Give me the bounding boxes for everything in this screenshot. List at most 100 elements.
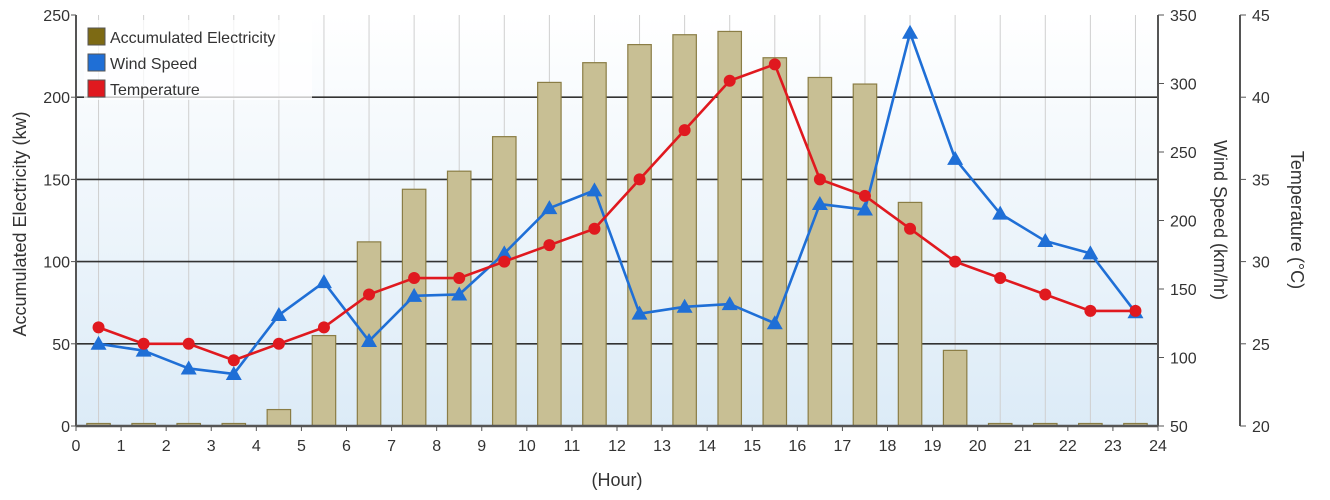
x-tick-label: 1 [117, 438, 126, 455]
bar-electricity[interactable] [852, 83, 878, 427]
bar-electricity[interactable] [491, 136, 517, 427]
electricity-tick-label: 0 [61, 419, 70, 436]
marker-wind[interactable] [180, 360, 197, 375]
line-temperature[interactable] [98, 63, 1136, 362]
marker-wind[interactable] [721, 296, 738, 311]
electricity-tick-label: 200 [43, 90, 70, 107]
marker-wind[interactable] [225, 365, 242, 380]
x-tick-label: 4 [252, 438, 261, 455]
x-tick-label: 17 [834, 438, 852, 455]
marker-temperature[interactable] [588, 222, 601, 235]
x-tick-label: 2 [162, 438, 171, 455]
marker-wind[interactable] [1082, 245, 1099, 260]
bar-electricity[interactable] [311, 334, 337, 427]
x-tick-label: 14 [698, 438, 716, 455]
bar-electricity[interactable] [942, 349, 968, 427]
legend-label-temperature: Temperature [110, 82, 200, 99]
bar-electricity[interactable] [762, 57, 788, 427]
marker-temperature[interactable] [272, 337, 285, 350]
marker-temperature[interactable] [723, 74, 736, 87]
marker-temperature[interactable] [949, 255, 962, 268]
marker-temperature[interactable] [858, 189, 871, 202]
marker-wind[interactable] [406, 287, 423, 302]
marker-temperature[interactable] [227, 354, 240, 367]
marker-temperature[interactable] [137, 337, 150, 350]
marker-temperature[interactable] [182, 337, 195, 350]
marker-wind[interactable] [992, 205, 1009, 220]
marker-wind[interactable] [1037, 233, 1054, 248]
legend-background [84, 20, 312, 100]
wind-tick-label: 100 [1170, 351, 1197, 368]
marker-wind[interactable] [90, 335, 107, 350]
marker-temperature[interactable] [633, 173, 646, 186]
bar-electricity[interactable] [672, 34, 697, 427]
marker-wind[interactable] [631, 305, 648, 320]
bar-electricity[interactable] [807, 76, 833, 427]
legend: Accumulated Electricity Wind Speed Tempe… [84, 20, 312, 100]
wind-tick-label: 350 [1170, 8, 1197, 25]
bar-electricity[interactable] [627, 43, 652, 427]
temperature-tick-label: 30 [1252, 255, 1270, 272]
x-tick-label: 15 [743, 438, 761, 455]
electricity-bars[interactable] [86, 30, 1148, 427]
marker-wind[interactable] [902, 24, 919, 39]
marker-wind[interactable] [270, 307, 287, 322]
marker-temperature[interactable] [813, 173, 826, 186]
line-wind[interactable] [98, 31, 1137, 376]
legend-label-electricity: Accumulated Electricity [110, 30, 275, 47]
bar-electricity[interactable] [401, 188, 427, 427]
legend-swatch-wind [87, 53, 106, 72]
x-tick-label: 20 [969, 438, 987, 455]
legend-swatch-electricity [87, 27, 106, 46]
marker-temperature[interactable] [1039, 288, 1052, 301]
bar-electricity[interactable] [266, 408, 292, 427]
marker-wind[interactable] [315, 274, 332, 289]
temperature-tick-label: 25 [1252, 337, 1270, 354]
marker-temperature[interactable] [408, 272, 421, 285]
marker-wind[interactable] [811, 196, 828, 211]
line-series[interactable] [90, 24, 1144, 380]
bar-electricity[interactable] [582, 62, 607, 427]
x-tick-label: 23 [1104, 438, 1122, 455]
marker-temperature[interactable] [317, 321, 330, 334]
x-tick-label: 16 [788, 438, 806, 455]
electricity-tick-label: 100 [43, 255, 70, 272]
marker-wind[interactable] [676, 298, 693, 313]
marker-wind[interactable] [947, 150, 964, 165]
marker-wind[interactable] [496, 245, 513, 260]
marker-temperature[interactable] [1084, 304, 1097, 317]
bar-electricity[interactable] [537, 81, 562, 427]
wind-tick-label: 200 [1170, 214, 1197, 231]
x-tick-label: 9 [477, 438, 486, 455]
legend-swatch-temperature [87, 79, 106, 98]
marker-temperature[interactable] [498, 255, 511, 268]
marker-wind[interactable] [451, 286, 468, 301]
marker-temperature[interactable] [678, 124, 691, 137]
marker-wind[interactable] [361, 333, 378, 348]
x-tick-label: 8 [432, 438, 441, 455]
marker-wind[interactable] [586, 182, 603, 197]
x-tick-label: 10 [518, 438, 536, 455]
x-axis-title: (Hour) [591, 470, 642, 490]
legend-label-wind: Wind Speed [110, 56, 197, 73]
marker-temperature[interactable] [92, 321, 105, 334]
marker-wind[interactable] [766, 315, 783, 330]
x-tick-label: 19 [924, 438, 942, 455]
marker-temperature[interactable] [543, 239, 556, 252]
electricity-tick-label: 250 [43, 8, 70, 25]
marker-temperature[interactable] [453, 272, 466, 285]
marker-temperature[interactable] [768, 58, 781, 71]
wind-tick-label: 300 [1170, 77, 1197, 94]
marker-temperature[interactable] [994, 272, 1007, 285]
x-tick-label: 0 [72, 438, 81, 455]
wind-tick-label: 250 [1170, 145, 1197, 162]
marker-temperature[interactable] [904, 222, 917, 235]
marker-temperature[interactable] [363, 288, 376, 301]
marker-wind[interactable] [541, 200, 558, 215]
marker-temperature[interactable] [1129, 304, 1142, 317]
temperature-tick-label: 40 [1252, 90, 1270, 107]
marker-wind[interactable] [856, 201, 873, 216]
axes: 0 1 2 3 4 5 6 7 8 9 10 11 12 13 14 15 16 17 18 19 20 21 22 23 24… [43, 8, 1270, 455]
x-tick-label: 11 [564, 438, 581, 455]
